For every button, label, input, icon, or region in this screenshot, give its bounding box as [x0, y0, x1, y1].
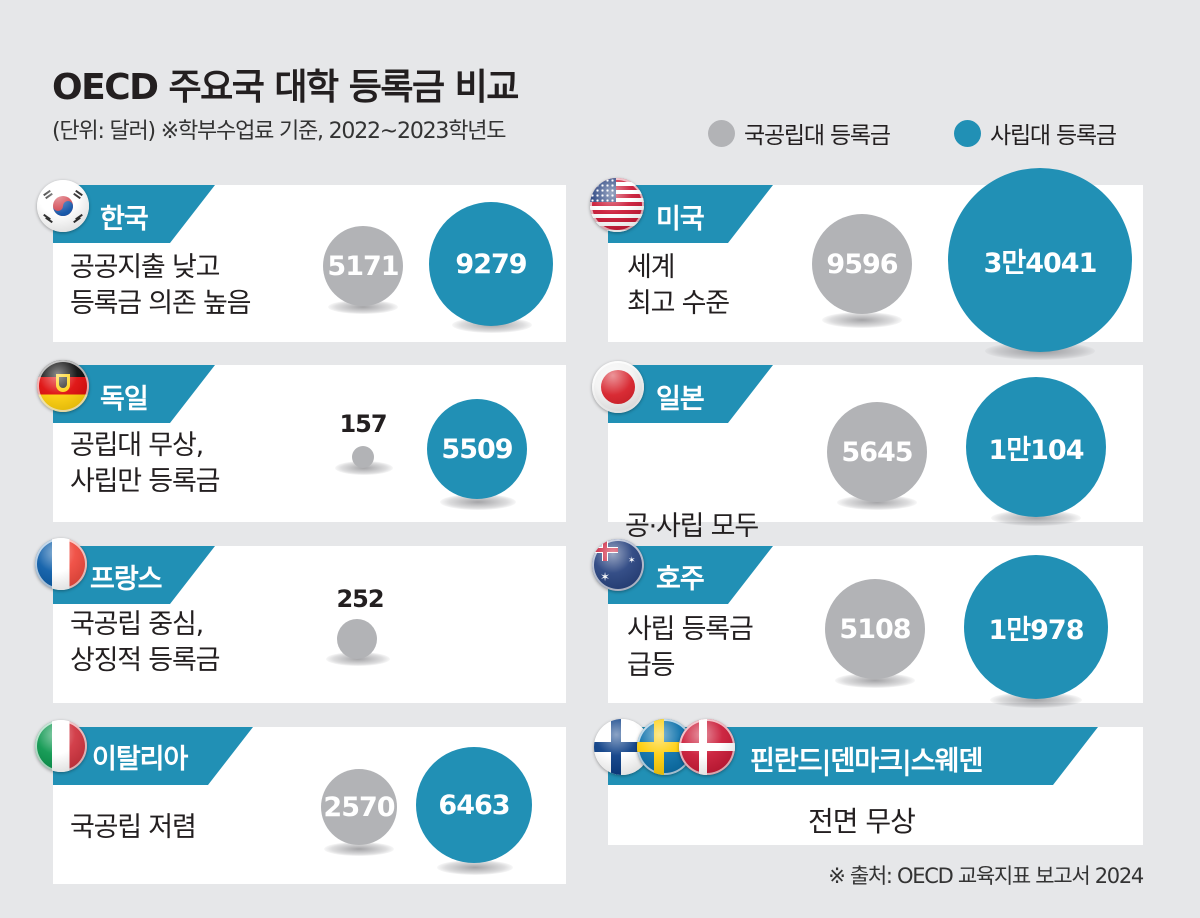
- bubble-japan-private: 1만104: [966, 377, 1106, 517]
- desc-germany: 공립대 무상, 사립만 등록금: [70, 428, 220, 500]
- desc-line: 공공지출 낮고: [70, 252, 220, 283]
- public-dot-icon: [708, 119, 735, 147]
- country-name-australia: 호주: [656, 564, 705, 595]
- desc-france: 국공립 중심, 상징적 등록금: [70, 607, 220, 679]
- bubble-germany-public: [352, 446, 374, 468]
- bubble-korea-private: 9279: [429, 202, 553, 326]
- country-name-korea: 한국: [100, 204, 149, 235]
- bubble-korea-public: 5171: [323, 226, 403, 306]
- bubble-shadow: [324, 842, 394, 856]
- country-name-italy: 이탈리아: [92, 744, 188, 775]
- desc-line: 국공립 저렴: [70, 812, 197, 843]
- bubble-japan-public: 5645: [827, 402, 927, 502]
- country-name-japan: 일본: [656, 384, 705, 415]
- bubble-shadow: [835, 673, 915, 688]
- chart-subtitle: (단위: 달러) ※학부수업료 기준, 2022~2023학년도: [52, 119, 507, 144]
- country-name-germany: 독일: [100, 384, 149, 415]
- bubble-germany-private: 5509: [427, 399, 527, 499]
- bubble-usa-private: 3만4041: [948, 168, 1132, 352]
- bubble-shadow: [991, 510, 1081, 526]
- desc-usa: 세계 최고 수준: [627, 250, 730, 322]
- value-germany-public: 157: [339, 410, 387, 438]
- bubble-italy-public: 2570: [321, 769, 397, 845]
- bubble-shadow: [335, 461, 393, 475]
- bubble-australia-public: 5108: [825, 579, 925, 679]
- desc-line: 공·사립 모두: [625, 511, 759, 542]
- desc-line: 최고 수준: [627, 288, 730, 319]
- usa-flag-icon: [590, 178, 644, 232]
- bubble-usa-public: 9596: [812, 214, 912, 314]
- legend-public-label: 국공립대 등록금: [744, 123, 891, 149]
- sweden-flag-icon: [637, 719, 693, 775]
- france-flag-icon: [35, 538, 87, 590]
- denmark-flag-icon: [679, 719, 735, 775]
- bubble-shadow: [328, 300, 398, 314]
- finland-flag-icon: [594, 719, 650, 775]
- australia-flag-icon: ✶ ✶: [592, 539, 644, 591]
- desc-line: 사립 등록금: [627, 614, 754, 645]
- desc-line: 국공립 중심,: [70, 609, 204, 640]
- desc-korea: 공공지출 낮고 등록금 의존 높음: [70, 250, 251, 322]
- desc-line: 등록금 의존 높음: [70, 288, 251, 319]
- bubble-france-public: [337, 619, 377, 659]
- desc-line: 급등: [627, 650, 675, 681]
- legend-private-label: 사립대 등록금: [990, 123, 1117, 149]
- desc-line: 상징적 등록금: [70, 645, 220, 676]
- bubble-shadow: [837, 495, 917, 510]
- italy-flag-icon: [35, 720, 87, 772]
- germany-flag-icon: [37, 360, 89, 412]
- bubble-shadow: [990, 692, 1082, 708]
- country-name-usa: 미국: [656, 204, 705, 235]
- desc-line: 사립만 등록금: [70, 466, 220, 497]
- japan-flag-icon: [592, 361, 644, 413]
- value-france-public: 252: [336, 585, 384, 613]
- korea-flag-icon: [37, 180, 89, 232]
- chart-title: OECD 주요국 대학 등록금 비교: [52, 67, 519, 108]
- desc-line: 세계: [627, 252, 675, 283]
- bubble-shadow: [437, 860, 513, 875]
- country-name-nordic: 핀란드|덴마크|스웨덴: [750, 746, 983, 777]
- legend-private: 사립대 등록금: [954, 116, 1117, 150]
- desc-line: 공립대 무상,: [70, 430, 204, 461]
- bubble-shadow: [440, 494, 516, 510]
- desc-australia: 사립 등록금 급등: [627, 612, 754, 684]
- private-dot-icon: [954, 119, 981, 147]
- bubble-italy-private: 6463: [416, 747, 532, 863]
- country-name-france: 프랑스: [90, 564, 163, 595]
- bubble-shadow: [822, 312, 902, 328]
- desc-nordic: 전면 무상: [808, 805, 916, 838]
- desc-italy: 국공립 저렴: [70, 810, 197, 846]
- bubble-australia-private: 1만978: [964, 555, 1108, 699]
- bubble-shadow: [326, 652, 390, 666]
- source-note: ※ 출처: OECD 교육지표 보고서 2024: [828, 864, 1144, 888]
- legend-public: 국공립대 등록금: [708, 116, 891, 150]
